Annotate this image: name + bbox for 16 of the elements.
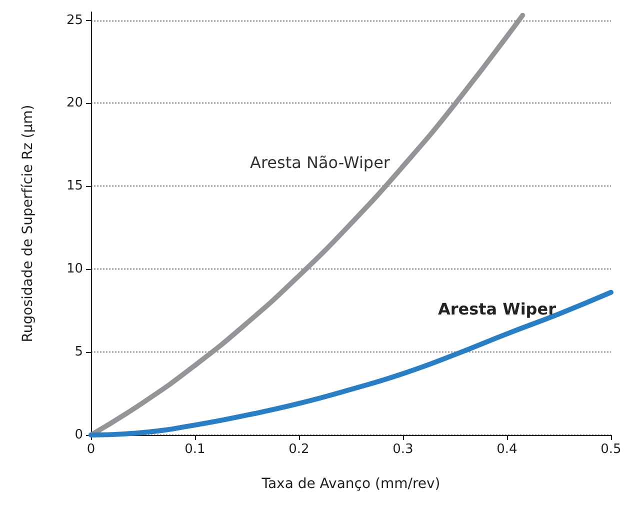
x-axis-title: Taxa de Avanço (mm/rev) bbox=[260, 476, 440, 492]
y-axis-title: Rugosidade de Superfície Rz (µm) bbox=[20, 104, 36, 342]
y-tick-label: 25 bbox=[66, 12, 83, 28]
series-label: Aresta Wiper bbox=[438, 299, 556, 318]
x-tick-label: 0.2 bbox=[288, 442, 310, 457]
series-label: Aresta Não-Wiper bbox=[250, 152, 390, 172]
y-tick-label: 20 bbox=[66, 96, 83, 111]
x-tick-label: 0 bbox=[86, 442, 96, 457]
x-tick-label: 0.4 bbox=[496, 442, 518, 457]
x-tick-label: 0.1 bbox=[184, 442, 206, 457]
x-tick-label: 0.3 bbox=[392, 442, 414, 457]
y-tick-label: 15 bbox=[66, 178, 83, 194]
x-tick-label: 0.5 bbox=[600, 442, 622, 457]
y-tick-label: 10 bbox=[66, 262, 83, 277]
y-tick-label: 0 bbox=[74, 428, 83, 442]
y-tick-label: 5 bbox=[74, 344, 83, 360]
